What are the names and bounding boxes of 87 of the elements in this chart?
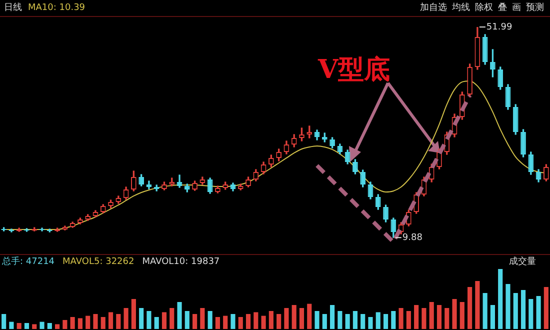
- bar: [314, 311, 320, 329]
- annotation: 51.99: [486, 22, 512, 32]
- bar: [146, 311, 152, 329]
- bar: [490, 305, 495, 329]
- bar: [338, 311, 342, 329]
- bar: [9, 322, 14, 329]
- bar: [47, 323, 52, 329]
- bar: [482, 293, 488, 329]
- bar: [276, 314, 282, 329]
- bar: [170, 308, 174, 329]
- bar: [116, 314, 121, 329]
- text: 叠: [498, 3, 507, 13]
- text: 预测: [526, 3, 544, 13]
- text: 总手: 47214: [2, 257, 55, 267]
- annotation: 9.88: [402, 232, 423, 243]
- bar: [100, 317, 106, 329]
- bar: [475, 281, 480, 329]
- bar: [124, 308, 128, 329]
- text: 均线: [452, 3, 470, 13]
- bar: [261, 316, 266, 329]
- bar: [208, 311, 212, 329]
- bar: [162, 312, 167, 329]
- bar: [200, 308, 205, 329]
- text: MAVOL10: 19837: [142, 257, 220, 267]
- bar: [544, 287, 548, 329]
- bar: [32, 324, 37, 329]
- bar: [360, 314, 366, 329]
- bar: [16, 323, 22, 329]
- bar: [192, 314, 198, 329]
- bar: [406, 311, 411, 329]
- bar: [444, 308, 450, 329]
- bar: [520, 290, 526, 329]
- bar: [62, 320, 68, 329]
- bar: [398, 308, 404, 329]
- bar: [422, 308, 426, 329]
- bar: [368, 317, 373, 329]
- bar: [246, 314, 251, 329]
- bar: [86, 316, 90, 329]
- annotation: V型底: [318, 54, 390, 87]
- bar: [506, 284, 510, 329]
- bar: [93, 314, 98, 329]
- bar: [307, 304, 312, 329]
- bar: [414, 305, 419, 329]
- bar: [40, 322, 44, 329]
- bar: [70, 317, 75, 329]
- bar: [436, 305, 442, 329]
- bar: [528, 299, 534, 329]
- text: 日线: [4, 3, 22, 13]
- bar: [177, 302, 182, 329]
- bar: [299, 308, 304, 329]
- bar: [268, 311, 274, 329]
- bar: [536, 296, 541, 329]
- bar: [352, 311, 358, 329]
- bar: [391, 311, 396, 329]
- bar: [345, 314, 350, 329]
- bar: [330, 305, 335, 329]
- text: MAVOL5: 32262: [62, 257, 134, 267]
- bar: [230, 314, 236, 329]
- bar: [429, 302, 434, 329]
- bar: [78, 318, 82, 329]
- bar: [322, 314, 327, 329]
- text: 加自选: [420, 3, 447, 13]
- bar: [498, 269, 503, 329]
- bar: [131, 299, 136, 329]
- bar: [292, 305, 296, 329]
- bar: [452, 299, 457, 329]
- text: MA10: 10.39: [28, 3, 86, 13]
- bar: [184, 311, 190, 329]
- bar: [2, 314, 6, 329]
- bar: [154, 317, 159, 329]
- bar: [460, 302, 464, 329]
- bar: [383, 314, 388, 329]
- bar: [376, 312, 380, 329]
- bar: [24, 323, 30, 329]
- bar: [223, 316, 228, 329]
- bar: [238, 317, 243, 329]
- bar: [284, 308, 289, 329]
- bar: [254, 312, 258, 329]
- bar: [139, 308, 144, 329]
- text: 成交量: [509, 256, 537, 269]
- text: 除权: [475, 3, 493, 13]
- text: 画: [512, 3, 521, 13]
- bar: [468, 287, 472, 329]
- bar: [55, 324, 60, 329]
- bar: [513, 293, 518, 329]
- bar: [108, 312, 114, 329]
- bar: [215, 317, 220, 329]
